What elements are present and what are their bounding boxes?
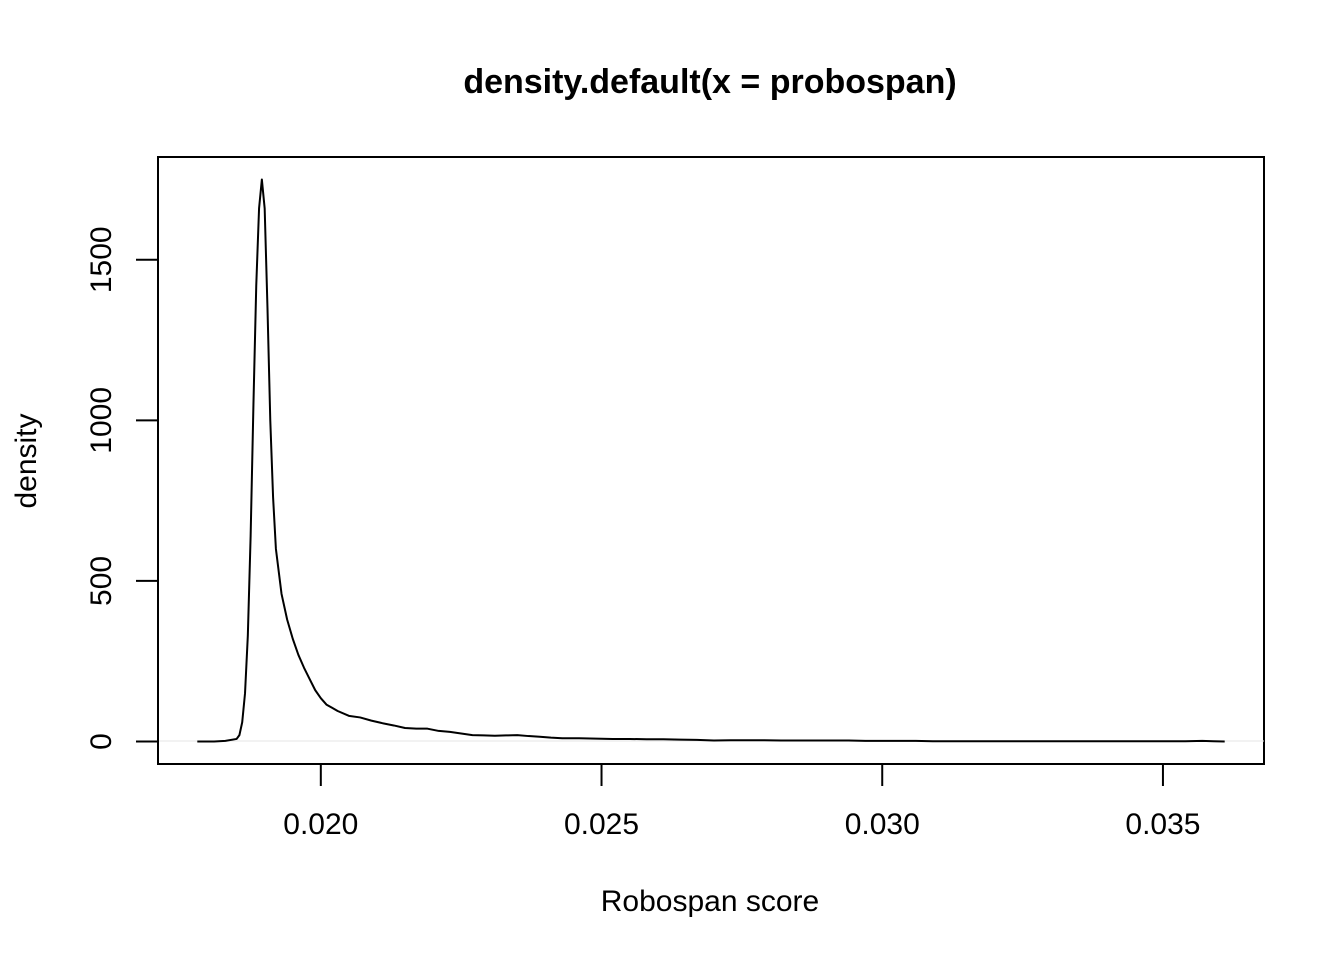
y-axis: 0 500 1000 1500 <box>85 226 159 750</box>
plot-frame <box>157 156 1265 765</box>
y-axis-label: density <box>10 413 43 508</box>
y-tick-label: 1000 <box>85 387 118 454</box>
x-tick-label: 0.025 <box>564 808 639 841</box>
x-tick-label: 0.020 <box>283 808 358 841</box>
density-curve <box>197 178 1225 743</box>
x-tick-label: 0.030 <box>845 808 920 841</box>
x-axis: 0.020 0.025 0.030 0.035 <box>283 763 1200 841</box>
chart-title: density.default(x = probospan) <box>463 63 956 101</box>
x-axis-label: Robospan score <box>601 885 819 918</box>
y-tick-label: 0 <box>85 733 118 750</box>
y-tick-label: 500 <box>85 556 118 606</box>
x-tick-label: 0.035 <box>1125 808 1200 841</box>
y-tick-label: 1500 <box>85 226 118 293</box>
